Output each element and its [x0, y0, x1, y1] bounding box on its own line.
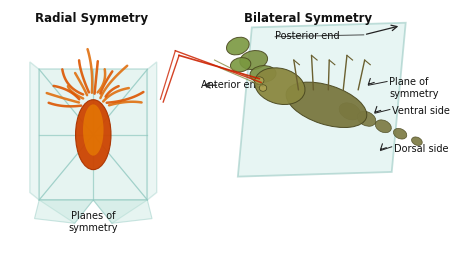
Ellipse shape	[227, 37, 249, 55]
Polygon shape	[93, 200, 152, 223]
Ellipse shape	[394, 128, 407, 139]
Ellipse shape	[286, 82, 367, 127]
Ellipse shape	[231, 58, 251, 72]
Polygon shape	[30, 62, 39, 200]
Ellipse shape	[339, 103, 360, 120]
Text: Radial Symmetry: Radial Symmetry	[35, 11, 148, 24]
Ellipse shape	[250, 66, 276, 82]
Polygon shape	[39, 69, 148, 200]
Polygon shape	[148, 62, 157, 200]
Text: Plane of
symmetry: Plane of symmetry	[389, 77, 439, 99]
Ellipse shape	[412, 137, 422, 145]
Ellipse shape	[357, 111, 376, 126]
Ellipse shape	[75, 100, 111, 170]
Ellipse shape	[375, 120, 391, 133]
Text: Bilateral Symmetry: Bilateral Symmetry	[244, 11, 372, 24]
Text: Dorsal side: Dorsal side	[394, 144, 448, 154]
Ellipse shape	[240, 50, 267, 69]
Polygon shape	[238, 23, 406, 177]
Text: Ventral side: Ventral side	[392, 106, 449, 116]
Polygon shape	[93, 200, 148, 223]
Ellipse shape	[255, 77, 264, 84]
Ellipse shape	[83, 104, 104, 156]
Text: Planes of
symmetry: Planes of symmetry	[69, 211, 118, 233]
Polygon shape	[39, 200, 93, 223]
Text: Posterior end: Posterior end	[275, 31, 340, 41]
Polygon shape	[35, 200, 93, 223]
Ellipse shape	[259, 85, 267, 91]
Ellipse shape	[255, 68, 305, 105]
Text: Anterior end: Anterior end	[201, 80, 262, 90]
